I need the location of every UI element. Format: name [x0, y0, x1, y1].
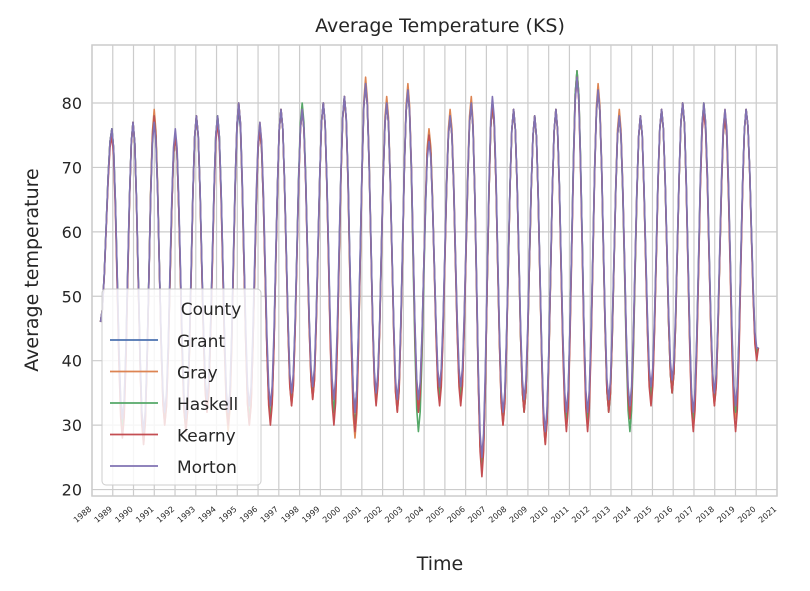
x-tick-label: 2007: [466, 505, 487, 525]
x-tick-label: 2003: [383, 505, 404, 525]
x-tick-label: 2013: [591, 505, 612, 525]
x-tick-label: 1994: [196, 505, 217, 525]
legend-label-gray: Gray: [177, 364, 218, 384]
x-tick-label: 2006: [446, 505, 467, 525]
x-tick-label: 2004: [404, 505, 425, 525]
legend-label-kearny: Kearny: [177, 427, 236, 447]
y-tick-label: 80: [62, 94, 82, 113]
x-tick-label: 1998: [279, 505, 300, 525]
x-tick-label: 2016: [653, 505, 674, 525]
chart-title: Average Temperature (KS): [315, 15, 565, 37]
x-tick-label: 1989: [93, 505, 114, 525]
y-tick-labels: 20 30 40 50 60 70 80: [62, 94, 82, 500]
legend-box: [101, 288, 262, 486]
x-tick-label: 2021: [757, 505, 778, 525]
x-tick-label: 2020: [736, 505, 757, 525]
x-tick-label: 1999: [300, 505, 321, 525]
x-tick-label: 2014: [612, 505, 633, 525]
legend-label-haskell: Haskell: [177, 395, 238, 415]
x-tick-label: 1988: [72, 505, 93, 525]
x-tick-label: 2008: [487, 505, 508, 525]
x-tick-label: 1995: [217, 505, 238, 525]
x-tick-label: 1992: [155, 505, 176, 525]
x-tick-label: 2009: [508, 505, 529, 525]
x-axis-label: Time: [416, 553, 464, 575]
legend-label-morton: Morton: [177, 458, 237, 478]
y-axis-label: Average temperature: [21, 168, 43, 372]
x-tick-label: 2012: [570, 505, 591, 525]
x-tick-label: 2002: [363, 505, 384, 525]
y-tick-label: 60: [62, 223, 82, 242]
y-tick-label: 20: [62, 481, 82, 500]
plot-frame: [91, 44, 778, 497]
x-tick-label: 1993: [176, 505, 197, 525]
x-tick-label: 1990: [113, 505, 134, 525]
x-tick-label: 2005: [425, 505, 446, 525]
x-tick-label: 1991: [134, 505, 155, 525]
legend-title: County: [181, 300, 242, 320]
x-tick-label: 2001: [342, 505, 363, 525]
x-tick-label: 2011: [549, 505, 570, 525]
x-tick-label: 1996: [238, 505, 259, 525]
legend-entries: Grant Gray Haskell Kearny Morton: [110, 332, 238, 478]
y-tick-label: 70: [62, 158, 82, 177]
x-tick-label: 2018: [695, 505, 716, 525]
x-tick-label: 2019: [715, 505, 736, 525]
x-tick-label: 2017: [674, 505, 695, 525]
x-tick-label: 2000: [321, 505, 342, 525]
legend: County Grant Gray Haskell Kearny Morton: [101, 288, 262, 486]
x-tick-labels: 1988 1989 1990 1991 1992 1993 1994 1995 1996 1997…: [72, 505, 778, 525]
y-tick-label: 50: [62, 287, 82, 306]
x-tick-label: 1997: [259, 505, 280, 525]
y-tick-label: 40: [62, 352, 82, 371]
legend-label-grant: Grant: [177, 332, 225, 352]
y-tick-label: 30: [62, 416, 82, 435]
x-tick-label: 2010: [529, 505, 550, 525]
x-tick-label: 2015: [632, 505, 653, 525]
